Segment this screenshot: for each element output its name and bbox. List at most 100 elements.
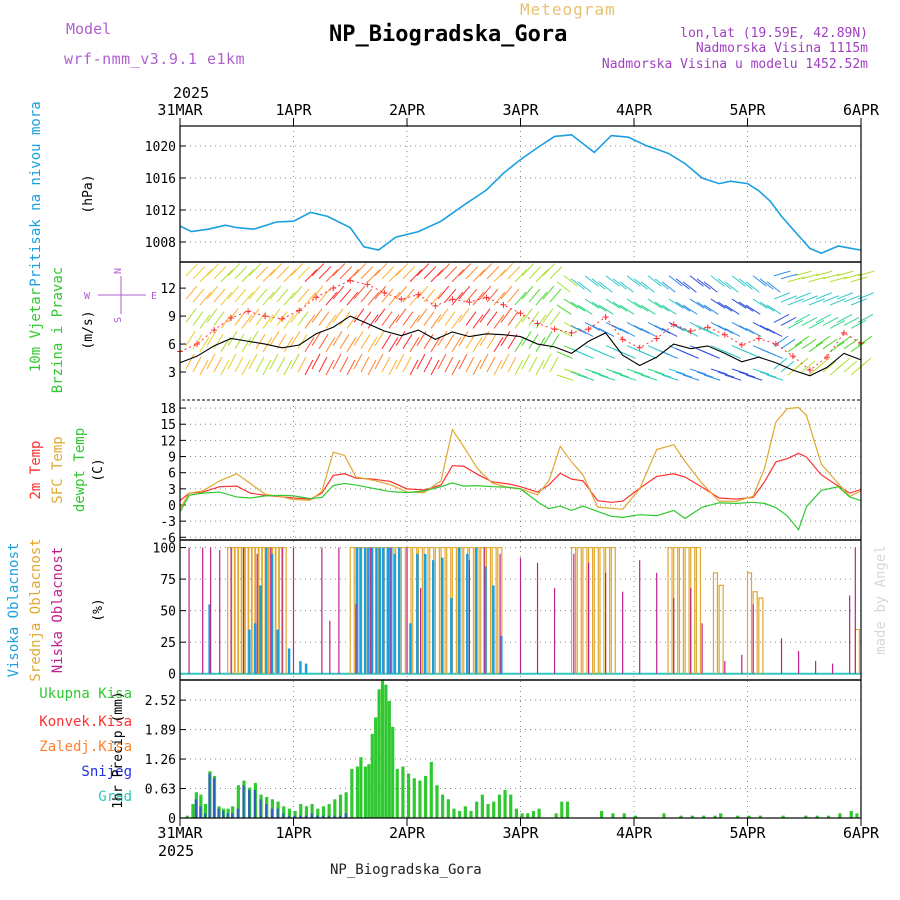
precip-total-bar	[634, 815, 638, 818]
wind-arrow	[633, 278, 648, 290]
cloud-mid-bar	[451, 546, 457, 674]
precip-total-bar	[781, 815, 785, 818]
wind-gust-marker	[721, 331, 728, 338]
wind-gust-marker	[653, 335, 660, 342]
wind-arrow	[255, 266, 269, 280]
wind-arrow	[423, 266, 437, 280]
precip-total-bar	[514, 808, 519, 818]
wind-arrow	[192, 288, 205, 303]
precip-total-bar	[554, 813, 558, 818]
wind-arrow	[794, 292, 811, 300]
cloud-high-bar	[287, 648, 291, 674]
wind-arrow	[269, 353, 279, 370]
wind-arrow	[696, 301, 712, 312]
wind-gust-marker	[296, 307, 303, 314]
cloud-mid-bar	[667, 546, 673, 674]
precip-snow-bar	[221, 810, 225, 818]
time-label-bottom: 3APR	[502, 824, 539, 842]
wind-tick-label: 3	[168, 366, 176, 381]
wind-arrow	[542, 353, 552, 370]
cloud-mid-bar	[349, 546, 355, 674]
wind-arrow	[325, 291, 338, 306]
precip-total-bar	[520, 813, 524, 818]
precip-total-bar	[293, 810, 297, 818]
temp-title-3: dewpt Temp	[72, 428, 88, 512]
wind-gust-marker	[381, 289, 388, 296]
wind-arrow	[584, 298, 600, 309]
wind-arrow	[850, 319, 867, 329]
wind-arrow	[745, 304, 761, 315]
wind-arrow	[332, 331, 343, 346]
wind-arrow	[829, 341, 845, 353]
precip-total-bar	[435, 785, 439, 818]
wind-arrow	[717, 278, 732, 290]
wind-arrow	[227, 263, 241, 277]
wind-arrow	[416, 353, 426, 370]
precip-total-bar	[599, 810, 604, 818]
wind-arrow	[297, 266, 311, 280]
wind-arrow	[703, 281, 718, 293]
wind-gust-marker	[313, 294, 320, 301]
wind-arrow	[570, 371, 588, 378]
wind-arrow	[199, 314, 211, 329]
precip-total-bar	[565, 801, 570, 818]
precip-snow-bar	[212, 778, 216, 818]
wind-arrow	[521, 285, 534, 300]
wind-gust-marker	[806, 367, 813, 374]
wind-arrow	[689, 368, 707, 375]
time-label-bottom: 2APR	[389, 824, 426, 842]
wind-arrow	[542, 285, 555, 300]
wind-arrow	[402, 334, 413, 349]
wind-arrow	[283, 269, 297, 283]
wind-arrow	[332, 353, 342, 370]
cloud-high-bar	[466, 553, 469, 674]
wind-arrow	[584, 368, 602, 375]
wind-arrow	[570, 301, 586, 312]
wind-arrow	[843, 273, 861, 280]
wind-arrow	[605, 368, 623, 375]
precip-legend-item: Konvek.Kisa	[39, 714, 132, 730]
wind-arrow	[549, 266, 563, 280]
wind-arrow	[486, 311, 498, 326]
wind-arrow	[339, 266, 353, 280]
wind-arrow	[255, 311, 267, 326]
wind-arrow	[647, 275, 662, 287]
wind-arrow	[290, 263, 304, 277]
precip-total-bar	[299, 803, 303, 818]
wind-arrow	[220, 359, 230, 376]
wind-arrow	[213, 311, 225, 326]
wind-arrow	[332, 308, 344, 323]
cloud-high-bar	[450, 598, 453, 674]
precip-total-bar	[480, 794, 484, 818]
cloud-high-bar	[389, 547, 393, 674]
cloud-high-bar	[409, 623, 412, 674]
compass-w: W	[84, 291, 91, 302]
cloud-mid-bar	[684, 546, 690, 674]
cloud-high-bar	[431, 560, 435, 674]
wind-arrow	[626, 321, 643, 331]
wind-arrow	[556, 374, 574, 381]
wind-arrow	[815, 292, 832, 300]
temp-unit: (C)	[91, 458, 106, 481]
wind-arrow	[773, 292, 790, 300]
wind-arrow	[465, 334, 476, 349]
wind-arrow	[318, 356, 328, 373]
wind-gust-marker	[466, 299, 473, 306]
pressure-tick-label: 1008	[145, 236, 176, 251]
wind-arrow	[521, 331, 532, 346]
wind-arrow	[276, 334, 287, 349]
wind-arrow	[220, 291, 233, 306]
precip-total-bar	[849, 810, 853, 818]
precip-total-bar	[475, 801, 479, 818]
wind-arrow	[276, 288, 289, 303]
wind-arrow	[640, 327, 657, 337]
wind-arrow	[598, 304, 614, 315]
precip-total-bar	[338, 794, 343, 818]
precip-total-bar	[560, 801, 564, 818]
wind-arrow	[395, 285, 408, 300]
precip-snow-bar	[217, 808, 220, 818]
wind-arrow	[647, 321, 664, 331]
wind-arrow	[780, 338, 796, 350]
wind-arrow	[843, 360, 858, 373]
wind-arrow	[381, 266, 395, 280]
